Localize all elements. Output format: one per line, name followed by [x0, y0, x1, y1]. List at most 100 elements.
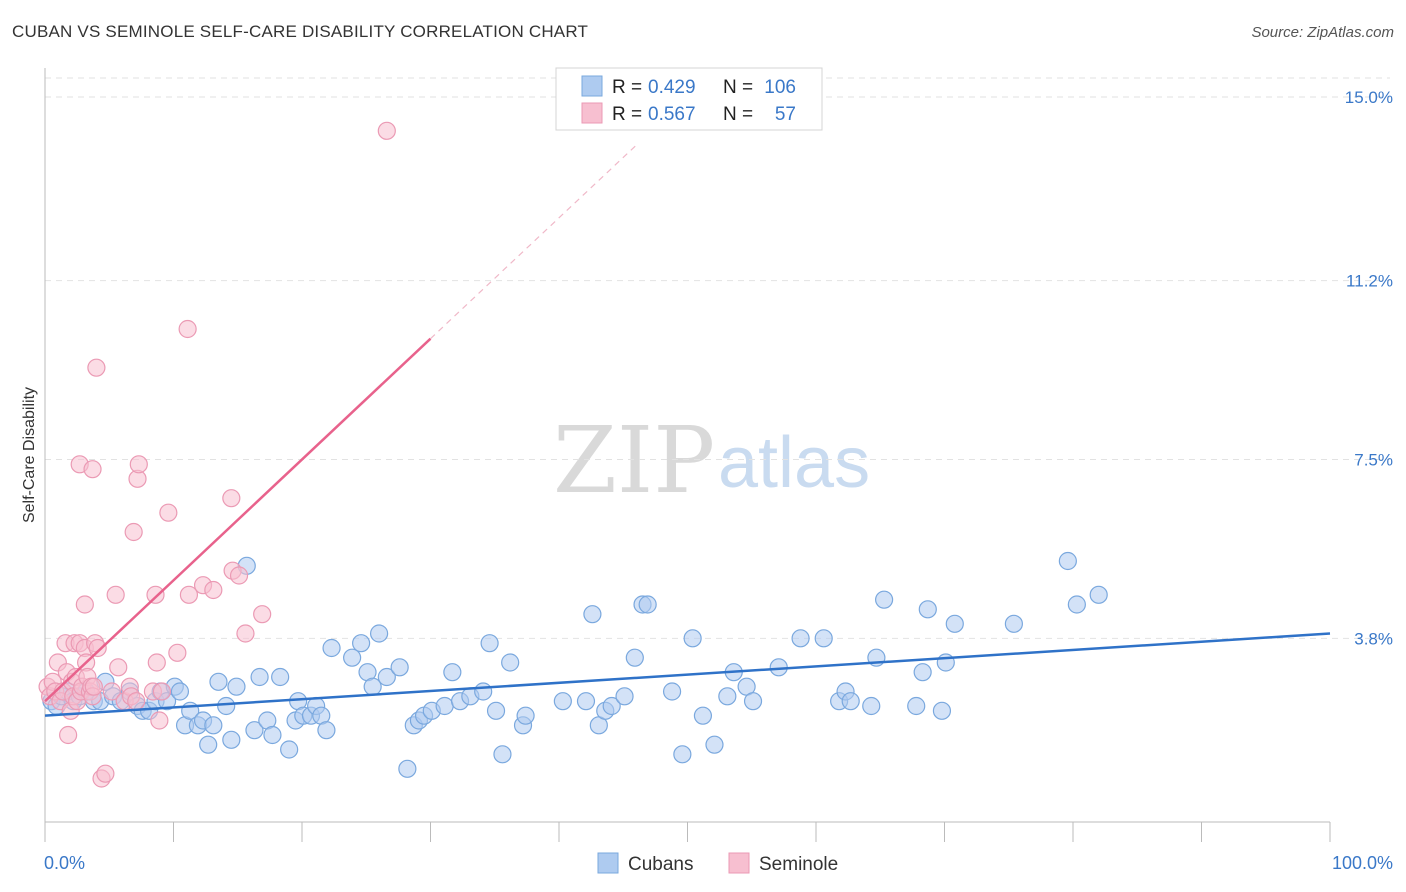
cubans-point: [1058, 551, 1077, 571]
seminole-point: [168, 643, 187, 662]
cubans-point: [625, 648, 644, 667]
cubans-point: [370, 624, 389, 643]
seminole-point: [102, 682, 121, 701]
seminole-point: [59, 725, 78, 745]
cubans-point: [435, 696, 454, 716]
cubans-point: [814, 629, 833, 648]
cubans-point: [398, 759, 417, 778]
cubans-point: [170, 682, 190, 701]
y-axis-title: Self-Care Disability: [21, 387, 38, 523]
chart-title: CUBAN VS SEMINOLE SELF-CARE DISABILITY C…: [12, 22, 589, 41]
legend-r-label-seminole: R =: [612, 104, 642, 125]
cubans-point: [222, 730, 241, 749]
y-tick-label: 3.8%: [1354, 629, 1393, 648]
cubans-point: [317, 721, 336, 740]
seminole-point: [179, 585, 199, 604]
seminole-point: [88, 638, 107, 658]
cubans-trend-line: [44, 632, 1331, 717]
cubans-point: [227, 677, 246, 696]
bottom-legend-label-cubans: Cubans: [628, 854, 694, 875]
legend-n-label-seminole: N =: [723, 104, 753, 125]
cubans-point: [945, 614, 964, 633]
legend-swatch-seminole: [581, 102, 603, 124]
seminole-point: [150, 711, 169, 730]
seminole-point: [236, 624, 255, 643]
y-tick-label: 15.0%: [1345, 88, 1393, 107]
cubans-point: [743, 692, 763, 711]
seminole-point: [204, 580, 223, 600]
y-tick-label: 7.5%: [1354, 451, 1393, 470]
cubans-point: [673, 745, 692, 764]
chart-source: Source: ZipAtlas.com: [1251, 24, 1394, 41]
cubans-point: [1004, 614, 1023, 633]
watermark-zip: ZIP: [553, 407, 715, 514]
cubans-point: [862, 696, 881, 716]
legend-r-value-seminole: 0.567: [648, 104, 696, 125]
cubans-point: [390, 658, 409, 677]
cubans-point: [209, 672, 228, 691]
cubans-point: [263, 725, 282, 745]
seminole-point: [75, 595, 94, 614]
cubans-point: [1067, 595, 1086, 614]
cubans-point: [480, 634, 499, 653]
series-legend: Cubans Seminole: [597, 852, 838, 875]
cubans-point: [662, 682, 682, 701]
watermark-atlas: atlas: [718, 423, 870, 503]
seminole-point: [377, 121, 396, 140]
seminole-point: [96, 764, 115, 783]
cubans-point: [322, 638, 341, 658]
gridlines: [45, 77, 1390, 639]
seminole-trend-line: [44, 337, 432, 703]
cubans-point: [576, 692, 596, 711]
seminole-point: [129, 455, 148, 474]
seminole-point: [152, 682, 172, 701]
cubans-point: [602, 696, 621, 716]
data-points: [38, 121, 1108, 788]
cubans-point: [932, 701, 952, 720]
cubans-point: [875, 590, 894, 609]
seminole-point: [146, 585, 165, 604]
cubans-point: [271, 667, 290, 687]
cubans-point: [516, 706, 535, 725]
cubans-point: [493, 745, 512, 764]
seminole-point: [109, 658, 128, 677]
cubans-point: [486, 701, 506, 720]
cubans-point: [1089, 585, 1108, 604]
legend-r-label-cubans: R =: [612, 77, 642, 98]
cubans-point: [638, 595, 657, 614]
y-tick-label: 11.2%: [1346, 272, 1393, 291]
cubans-point: [553, 692, 572, 711]
bottom-legend-swatch-cubans: [597, 852, 619, 874]
seminole-point: [83, 460, 102, 479]
cubans-point: [343, 648, 362, 667]
seminole-point: [253, 605, 272, 624]
cubans-point: [352, 634, 371, 653]
legend-r-value-cubans: 0.429: [648, 77, 696, 98]
seminole-point: [159, 503, 178, 522]
legend-n-value-cubans: 106: [764, 77, 796, 98]
cubans-point: [683, 629, 702, 648]
cubans-point: [918, 600, 937, 619]
trend-lines: [44, 144, 1331, 717]
x-ticks: [44, 822, 1331, 842]
cubans-point: [377, 667, 396, 687]
cubans-point: [583, 605, 602, 624]
legend-n-value-seminole: 57: [775, 104, 796, 125]
cubans-point: [250, 667, 269, 687]
cubans-point: [501, 653, 520, 672]
cubans-point: [474, 682, 493, 701]
x-tick-label-min: 0.0%: [44, 853, 85, 873]
cubans-point: [907, 696, 926, 716]
seminole-point: [229, 566, 249, 585]
legend-swatch-cubans: [581, 75, 603, 97]
seminole-point: [106, 585, 125, 604]
cubans-point: [204, 716, 223, 735]
cubans-point: [841, 692, 860, 711]
bottom-legend-swatch-seminole: [728, 852, 750, 874]
cubans-point: [615, 687, 634, 706]
cubans-point: [245, 721, 264, 740]
legend-n-label-cubans: N =: [723, 77, 753, 98]
cubans-point: [443, 663, 462, 682]
cubans-point: [705, 735, 724, 754]
stats-legend: R = 0.429 N = 106 R = 0.567 N = 57: [555, 67, 823, 131]
